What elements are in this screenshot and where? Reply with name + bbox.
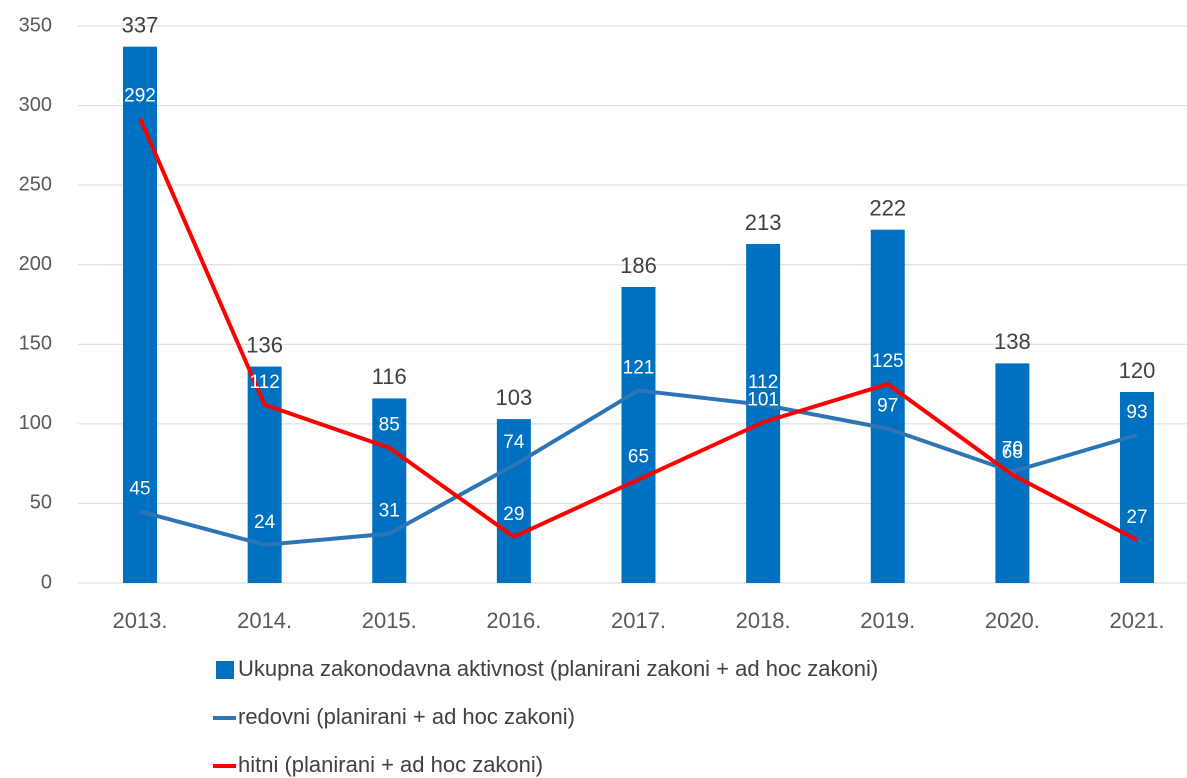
bar bbox=[870, 229, 905, 583]
line-value-label: 112 bbox=[748, 372, 778, 393]
bar bbox=[247, 366, 282, 583]
x-tick-label: 2017. bbox=[611, 608, 666, 633]
line-value-label: 112 bbox=[249, 372, 279, 393]
line-value-label: 45 bbox=[129, 478, 150, 499]
y-tick-label: 0 bbox=[41, 571, 52, 593]
line-value-label: 93 bbox=[1126, 402, 1147, 423]
x-tick-label: 2020. bbox=[985, 608, 1040, 633]
bar-value-label: 103 bbox=[496, 385, 533, 410]
x-tick-label: 2014. bbox=[237, 608, 292, 633]
line-value-label: 70 bbox=[1002, 439, 1023, 460]
x-tick-label: 2013. bbox=[112, 608, 167, 633]
line-value-label: 68 bbox=[1002, 442, 1023, 463]
x-tick-label: 2018. bbox=[736, 608, 791, 633]
line-value-label: 27 bbox=[1126, 507, 1147, 528]
legend-label: Ukupna zakonodavna aktivnost (planirani … bbox=[238, 656, 878, 681]
bar bbox=[496, 419, 531, 583]
line-value-label: 125 bbox=[872, 351, 904, 372]
line-value-label: 74 bbox=[503, 432, 525, 453]
line-value-label: 29 bbox=[503, 504, 524, 525]
bar bbox=[372, 398, 407, 583]
bar-value-label: 136 bbox=[246, 332, 283, 357]
x-tick-label: 2015. bbox=[362, 608, 417, 633]
line bbox=[138, 117, 1138, 542]
x-tick-label: 2021. bbox=[1109, 608, 1164, 633]
bar-value-label: 222 bbox=[869, 196, 906, 221]
line-value-label: 31 bbox=[379, 501, 400, 522]
bar bbox=[123, 46, 157, 583]
bar bbox=[621, 286, 656, 583]
y-tick-label: 300 bbox=[19, 94, 52, 116]
line-value-label: 101 bbox=[747, 389, 779, 410]
legend-label: redovni (planirani + ad hoc zakoni) bbox=[238, 704, 575, 729]
bar bbox=[746, 244, 781, 584]
line bbox=[139, 388, 1138, 547]
y-tick-label: 100 bbox=[19, 412, 52, 434]
line-value-label: 65 bbox=[628, 447, 649, 468]
bar-value-label: 116 bbox=[372, 364, 407, 389]
x-tick-label: 2016. bbox=[486, 608, 541, 633]
bar-value-label: 138 bbox=[994, 329, 1031, 354]
bar-value-label: 186 bbox=[620, 253, 657, 278]
y-tick-label: 150 bbox=[19, 333, 52, 355]
line-value-label: 85 bbox=[379, 415, 400, 436]
bar-value-label: 213 bbox=[745, 210, 782, 235]
bar-value-label: 337 bbox=[122, 13, 159, 38]
y-tick-label: 250 bbox=[19, 173, 52, 195]
line-value-label: 292 bbox=[124, 85, 156, 106]
bar bbox=[1120, 392, 1154, 583]
x-tick-label: 2019. bbox=[860, 608, 915, 633]
line-value-label: 121 bbox=[623, 357, 655, 378]
y-tick-label: 350 bbox=[19, 14, 52, 36]
line-value-label: 24 bbox=[254, 512, 276, 533]
y-tick-label: 200 bbox=[19, 253, 52, 275]
y-tick-label: 50 bbox=[30, 492, 52, 514]
legend-label: hitni (planirani + ad hoc zakoni) bbox=[238, 752, 543, 777]
legend-swatch bbox=[216, 661, 234, 679]
line-value-label: 97 bbox=[877, 396, 898, 417]
bar-value-label: 120 bbox=[1119, 358, 1156, 383]
